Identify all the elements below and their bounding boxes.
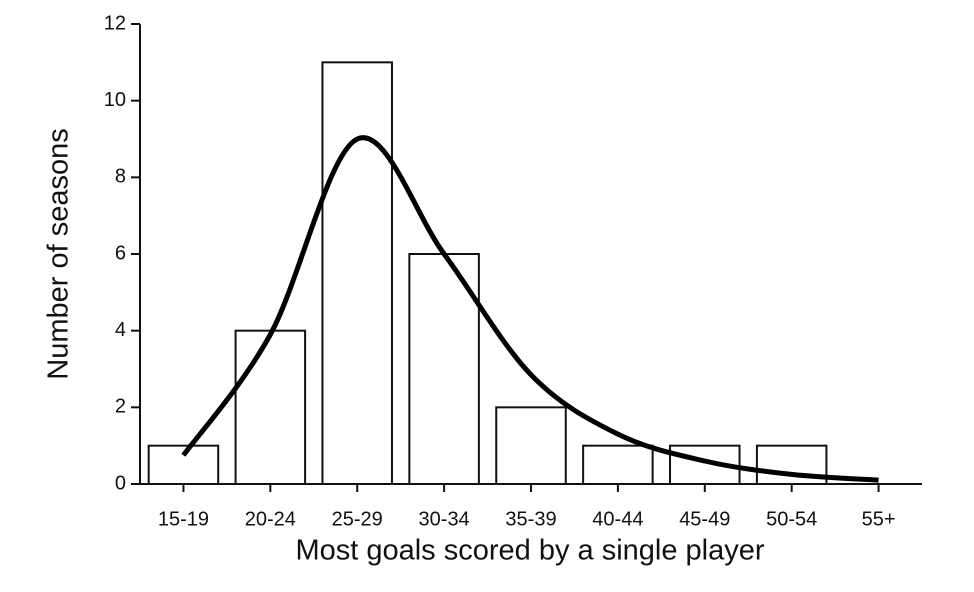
bar	[234, 329, 307, 485]
x-tick-label: 50-54	[766, 508, 817, 530]
x-tick-label: 15-19	[158, 508, 209, 530]
x-tick-label: 20-24	[245, 508, 296, 530]
y-axis-title: Number of seasons	[43, 128, 75, 379]
y-tick-label: 8	[115, 166, 126, 188]
x-tick-label: 35-39	[505, 508, 556, 530]
x-tick-label: 40-44	[592, 508, 643, 530]
y-tick-label: 6	[115, 242, 126, 264]
bar	[755, 444, 828, 485]
y-tick-label: 10	[104, 89, 126, 111]
x-axis-title: Most goals scored by a single player	[295, 535, 764, 567]
bar	[321, 61, 393, 485]
x-tick-label: 45-49	[679, 508, 730, 530]
x-tick-label: 25-29	[332, 508, 383, 530]
bar	[582, 444, 654, 485]
bar	[495, 406, 567, 486]
y-tick-label: 2	[115, 396, 126, 418]
y-tick-label: 0	[115, 472, 126, 494]
x-tick-label: 30-34	[419, 508, 470, 530]
fit-curve	[181, 135, 879, 483]
y-tick-label: 4	[115, 319, 126, 341]
y-tick-label: 12	[104, 12, 126, 34]
x-tick-label: 55+	[862, 508, 896, 530]
